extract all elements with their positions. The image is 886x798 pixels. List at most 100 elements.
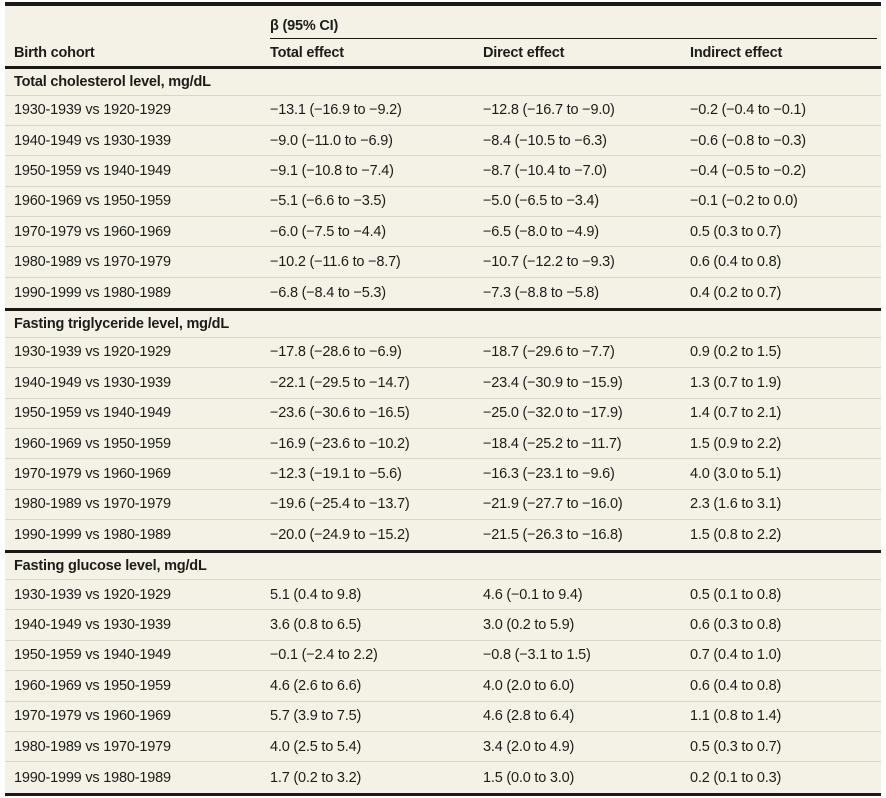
direct-effect-cell: −5.0 (−6.5 to −3.4)	[483, 193, 599, 210]
total-effect-cell: −6.0 (−7.5 to −4.4)	[270, 223, 386, 240]
indirect-effect-cell: 0.9 (0.2 to 1.5)	[690, 344, 782, 361]
direct-effect-cell: −10.7 (−12.2 to −9.3)	[483, 254, 615, 271]
table-row: 1930-1939 vs 1920-1929 −13.1 (−16.9 to −…	[5, 96, 881, 126]
direct-effect-cell: −21.9 (−27.7 to −16.0)	[483, 496, 623, 513]
indirect-effect-cell: 1.4 (0.7 to 2.1)	[690, 405, 782, 422]
indirect-effect-cell: 4.0 (3.0 to 5.1)	[690, 465, 782, 482]
direct-effect-cell: −12.8 (−16.7 to −9.0)	[483, 102, 615, 119]
column-header-direct-effect: Direct effect	[483, 44, 565, 61]
table-row: 1960-1969 vs 1950-1959 4.6 (2.6 to 6.6) …	[5, 671, 881, 702]
direct-effect-cell: −21.5 (−26.3 to −16.8)	[483, 527, 623, 544]
table-row: 1980-1989 vs 1970-1979 −10.2 (−11.6 to −…	[5, 247, 881, 278]
cohort-cell: 1990-1999 vs 1980-1989	[14, 285, 171, 302]
section-divider-rule	[5, 308, 881, 311]
table-row: 1930-1939 vs 1920-1929 −17.8 (−28.6 to −…	[5, 338, 881, 369]
cohort-cell: 1930-1939 vs 1920-1929	[14, 344, 171, 361]
direct-effect-cell: −16.3 (−23.1 to −9.6)	[483, 465, 615, 482]
total-effect-cell: 4.6 (2.6 to 6.6)	[270, 677, 362, 694]
total-effect-cell: −16.9 (−23.6 to −10.2)	[270, 435, 410, 452]
cohort-cell: 1970-1979 vs 1960-1969	[14, 708, 171, 725]
table-top-rule	[5, 2, 881, 6]
indirect-effect-cell: 0.6 (0.3 to 0.8)	[690, 617, 782, 634]
indirect-effect-cell: 0.5 (0.1 to 0.8)	[690, 586, 782, 603]
table-row: 1950-1959 vs 1940-1949 −23.6 (−30.6 to −…	[5, 399, 881, 429]
indirect-effect-cell: 1.3 (0.7 to 1.9)	[690, 374, 782, 391]
cohort-cell: 1960-1969 vs 1950-1959	[14, 435, 171, 452]
cohort-cell: 1980-1989 vs 1970-1979	[14, 738, 171, 755]
direct-effect-cell: 4.0 (2.0 to 6.0)	[483, 677, 575, 694]
indirect-effect-cell: 0.5 (0.3 to 0.7)	[690, 738, 782, 755]
cohort-cell: 1940-1949 vs 1930-1939	[14, 374, 171, 391]
direct-effect-cell: 3.0 (0.2 to 5.9)	[483, 617, 575, 634]
cohort-cell: 1940-1949 vs 1930-1939	[14, 617, 171, 634]
table-row: 1950-1959 vs 1940-1949 −0.1 (−2.4 to 2.2…	[5, 641, 881, 672]
direct-effect-cell: −6.5 (−8.0 to −4.9)	[483, 223, 599, 240]
direct-effect-cell: −8.7 (−10.4 to −7.0)	[483, 162, 607, 179]
direct-effect-cell: 4.6 (2.8 to 6.4)	[483, 708, 575, 725]
direct-effect-cell: 3.4 (2.0 to 4.9)	[483, 738, 575, 755]
indirect-effect-cell: 1.1 (0.8 to 1.4)	[690, 708, 782, 725]
spanner-header-row: β (95% CI)	[5, 6, 881, 39]
column-header-row: Birth cohort Total effect Direct effect …	[5, 39, 881, 66]
total-effect-cell: 5.7 (3.9 to 7.5)	[270, 708, 362, 725]
total-effect-cell: −0.1 (−2.4 to 2.2)	[270, 647, 378, 664]
total-effect-cell: −5.1 (−6.6 to −3.5)	[270, 193, 386, 210]
section-divider-rule	[5, 550, 881, 553]
cohort-cell: 1930-1939 vs 1920-1929	[14, 586, 171, 603]
total-effect-cell: −20.0 (−24.9 to −15.2)	[270, 527, 410, 544]
direct-effect-cell: 1.5 (0.0 to 3.0)	[483, 769, 575, 786]
table-row: 1980-1989 vs 1970-1979 4.0 (2.5 to 5.4) …	[5, 732, 881, 763]
total-effect-cell: 5.1 (0.4 to 9.8)	[270, 586, 362, 603]
effects-table: β (95% CI) Birth cohort Total effect Dir…	[5, 2, 881, 797]
indirect-effect-cell: −0.6 (−0.8 to −0.3)	[690, 132, 806, 149]
column-header-total-effect: Total effect	[270, 44, 344, 61]
spanner-label: β (95% CI)	[270, 18, 877, 39]
column-header-birth-cohort: Birth cohort	[14, 44, 95, 61]
cohort-cell: 1980-1989 vs 1970-1979	[14, 496, 171, 513]
indirect-effect-cell: −0.4 (−0.5 to −0.2)	[690, 162, 806, 179]
cohort-cell: 1970-1979 vs 1960-1969	[14, 223, 171, 240]
total-effect-cell: −6.8 (−8.4 to −5.3)	[270, 285, 386, 302]
total-effect-cell: 1.7 (0.2 to 3.2)	[270, 769, 362, 786]
table-row: 1960-1969 vs 1950-1959 −16.9 (−23.6 to −…	[5, 429, 881, 460]
table-row: 1980-1989 vs 1970-1979 −19.6 (−25.4 to −…	[5, 490, 881, 521]
cohort-cell: 1950-1959 vs 1940-1949	[14, 647, 171, 664]
direct-effect-cell: −0.8 (−3.1 to 1.5)	[483, 647, 591, 664]
total-effect-cell: −9.0 (−11.0 to −6.9)	[270, 132, 393, 149]
total-effect-cell: −23.6 (−30.6 to −16.5)	[270, 405, 410, 422]
total-effect-cell: −19.6 (−25.4 to −13.7)	[270, 496, 410, 513]
table-row: 1990-1999 vs 1980-1989 −20.0 (−24.9 to −…	[5, 520, 881, 550]
section-header-glucose: Fasting glucose level, mg/dL	[5, 553, 881, 580]
cohort-cell: 1980-1989 vs 1970-1979	[14, 254, 171, 271]
table-row: 1970-1979 vs 1960-1969 5.7 (3.9 to 7.5) …	[5, 702, 881, 732]
indirect-effect-cell: 2.3 (1.6 to 3.1)	[690, 496, 782, 513]
table-row: 1970-1979 vs 1960-1969 −12.3 (−19.1 to −…	[5, 459, 881, 490]
table-bottom-rule	[5, 792, 881, 797]
table-row: 1940-1949 vs 1930-1939 −9.0 (−11.0 to −6…	[5, 126, 881, 157]
direct-effect-cell: 4.6 (−0.1 to 9.4)	[483, 586, 583, 603]
total-effect-cell: −13.1 (−16.9 to −9.2)	[270, 102, 402, 119]
direct-effect-cell: −7.3 (−8.8 to −5.8)	[483, 285, 599, 302]
table-row: 1940-1949 vs 1930-1939 −22.1 (−29.5 to −…	[5, 368, 881, 399]
total-effect-cell: −22.1 (−29.5 to −14.7)	[270, 374, 410, 391]
direct-effect-cell: −18.7 (−29.6 to −7.7)	[483, 344, 615, 361]
indirect-effect-cell: −0.1 (−0.2 to 0.0)	[690, 193, 798, 210]
column-header-indirect-effect: Indirect effect	[690, 44, 783, 61]
table-row: 1930-1939 vs 1920-1929 5.1 (0.4 to 9.8) …	[5, 580, 881, 611]
direct-effect-cell: −8.4 (−10.5 to −6.3)	[483, 132, 607, 149]
table-row: 1940-1949 vs 1930-1939 3.6 (0.8 to 6.5) …	[5, 610, 881, 641]
total-effect-cell: −12.3 (−19.1 to −5.6)	[270, 465, 402, 482]
total-effect-cell: −17.8 (−28.6 to −6.9)	[270, 344, 402, 361]
cohort-cell: 1960-1969 vs 1950-1959	[14, 193, 171, 210]
indirect-effect-cell: 0.4 (0.2 to 0.7)	[690, 285, 782, 302]
section-header-triglyceride: Fasting triglyceride level, mg/dL	[5, 311, 881, 338]
indirect-effect-cell: 1.5 (0.9 to 2.2)	[690, 435, 782, 452]
indirect-effect-cell: 0.7 (0.4 to 1.0)	[690, 647, 782, 664]
cohort-cell: 1990-1999 vs 1980-1989	[14, 527, 171, 544]
direct-effect-cell: −25.0 (−32.0 to −17.9)	[483, 405, 623, 422]
cohort-cell: 1950-1959 vs 1940-1949	[14, 405, 171, 422]
total-effect-cell: 3.6 (0.8 to 6.5)	[270, 617, 362, 634]
table-row: 1990-1999 vs 1980-1989 1.7 (0.2 to 3.2) …	[5, 762, 881, 792]
indirect-effect-cell: 1.5 (0.8 to 2.2)	[690, 527, 782, 544]
direct-effect-cell: −18.4 (−25.2 to −11.7)	[483, 435, 622, 452]
